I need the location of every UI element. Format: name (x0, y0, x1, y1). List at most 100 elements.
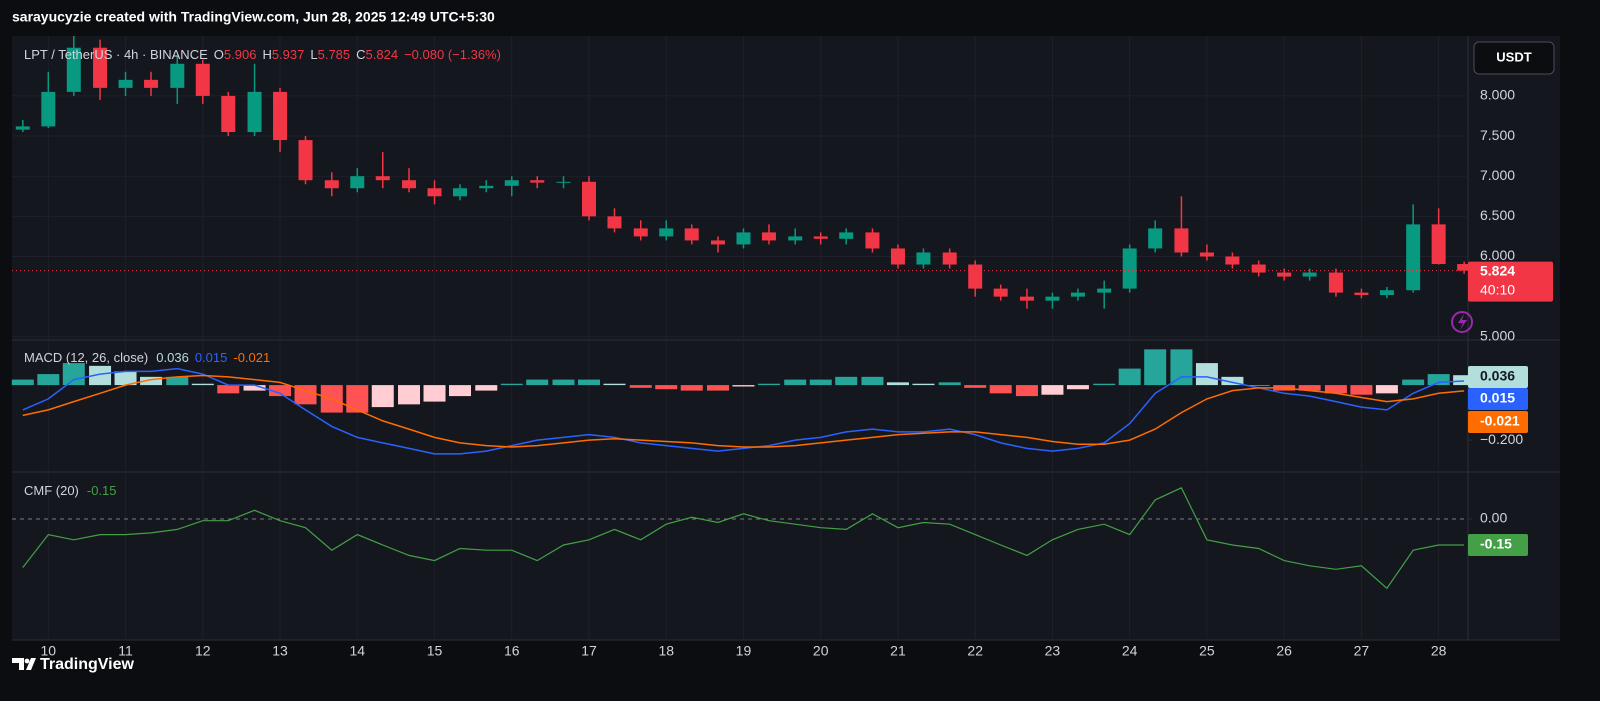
candle-body (479, 185, 494, 189)
histogram-bar (243, 385, 266, 391)
histogram-bar (346, 385, 369, 413)
value-box (1468, 411, 1528, 433)
candle-body (916, 252, 931, 265)
histogram-bar (629, 385, 652, 388)
histogram-bar (989, 385, 1012, 394)
alert-icon-bolt (1458, 314, 1467, 330)
histogram-bar (1118, 368, 1141, 386)
value-label: 0.015 (1480, 390, 1515, 406)
x-tick-label: 12 (195, 643, 211, 659)
x-tick-label: 27 (1354, 643, 1370, 659)
cmf-title: CMF (20) (24, 483, 79, 498)
ohlc-label: H (262, 47, 271, 62)
candle-body (1122, 248, 1137, 289)
histogram-bar (680, 385, 703, 391)
histogram-bar (191, 383, 214, 386)
candle-body (1225, 256, 1240, 265)
alert-icon[interactable] (1451, 311, 1473, 333)
candle-body (813, 236, 828, 239)
value-box (1468, 388, 1528, 410)
brand-name: TradingView (40, 656, 135, 673)
candle-body (1354, 292, 1369, 296)
candle-body (144, 79, 159, 88)
candle-body (1174, 228, 1189, 253)
last-price-box (1468, 261, 1553, 302)
x-tick-label: 19 (736, 643, 752, 659)
x-tick-label: 23 (1045, 643, 1061, 659)
candle-body (195, 63, 210, 96)
x-tick-label: 24 (1122, 643, 1138, 659)
histogram-bar (835, 376, 858, 386)
candle-body (118, 79, 133, 88)
candle-body (736, 232, 751, 245)
currency-button-label[interactable]: USDT (1496, 49, 1531, 64)
candle-body (1379, 290, 1394, 296)
histogram-bar (1402, 379, 1425, 386)
histogram-bar (1093, 383, 1116, 386)
candle-body (684, 228, 699, 241)
value-box (1468, 366, 1528, 388)
change: −0.080 (−1.36%) (404, 47, 501, 62)
candle-body (66, 47, 81, 92)
candle-body (968, 264, 983, 289)
x-tick-label: 15 (427, 643, 443, 659)
candle-body (607, 216, 622, 229)
histogram-bar (886, 382, 909, 386)
x-tick-label: 11 (118, 643, 133, 659)
histogram-bar (784, 379, 807, 386)
x-tick-label: 21 (890, 643, 906, 659)
histogram-bar (1324, 385, 1347, 394)
macd-title: MACD (12, 26, close) (24, 350, 148, 365)
x-tick-label: 18 (658, 643, 674, 659)
histogram-bar (1350, 385, 1373, 395)
candle-body (1097, 288, 1112, 293)
ohlc-value: 5.906 (224, 47, 257, 62)
grid (12, 36, 1472, 640)
currency-button[interactable]: USDT (1473, 41, 1555, 75)
histogram-bar (1247, 385, 1270, 386)
histogram-bar (37, 374, 60, 386)
candle-body (1199, 252, 1214, 257)
candle-body (504, 180, 519, 186)
histogram-value: 0.036 (156, 350, 189, 365)
histogram-bar (166, 376, 189, 386)
histogram-bar (1221, 376, 1244, 386)
histogram-bar (1041, 385, 1064, 395)
candle-body (710, 240, 725, 245)
candle-body (659, 228, 674, 237)
histogram-bar (449, 385, 471, 397)
candle-body (942, 252, 957, 265)
candle-body (273, 91, 288, 141)
candle-body (170, 63, 185, 88)
histogram-bar (62, 363, 85, 386)
ohlc-value: 5.785 (318, 47, 351, 62)
candle-body (761, 232, 776, 241)
brand-mark (12, 658, 36, 670)
y-tick-label: 6.500 (1480, 207, 1515, 223)
candle-body (788, 236, 803, 241)
candle-body (1302, 272, 1317, 277)
candle-body (1328, 272, 1343, 293)
macd-value: 0.015 (195, 350, 228, 365)
histogram-bar (809, 379, 832, 386)
x-tick-label: 13 (272, 643, 288, 659)
histogram-bar (1427, 374, 1450, 386)
currency-button-box[interactable] (1473, 41, 1555, 75)
histogram-bar (603, 383, 626, 386)
histogram-bar (757, 383, 780, 386)
last-price-label: 5.824 (1480, 262, 1515, 278)
histogram-bar (1195, 363, 1218, 386)
histogram-bar (1015, 385, 1038, 397)
histogram-bar (500, 383, 523, 386)
histogram-bar (423, 385, 446, 402)
macd-line (22, 367, 1465, 455)
candle-body (1457, 264, 1468, 271)
x-tick-label: 14 (349, 643, 365, 659)
countdown-label: 40:10 (1480, 281, 1515, 297)
macd-legend: MACD (12, 26, close) 0.036 0.015 -0.021 (24, 350, 270, 365)
ohlc-label: C (356, 47, 365, 62)
candle-body (890, 248, 905, 265)
candle-body (1148, 228, 1163, 249)
candle-body (453, 188, 467, 197)
histogram-bar (475, 385, 498, 391)
